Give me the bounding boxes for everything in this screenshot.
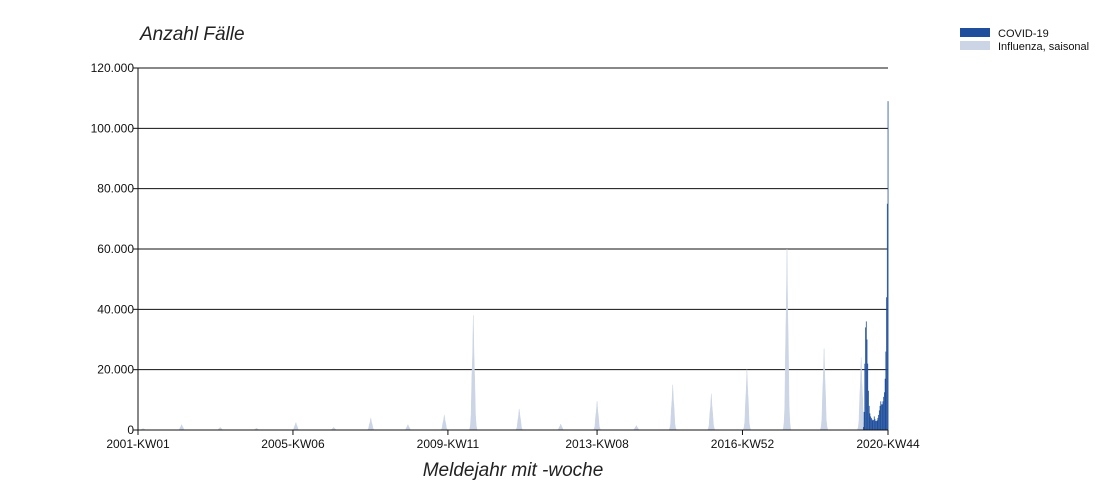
legend: COVID-19 Influenza, saisonal [960, 28, 1089, 53]
influenza-peak [291, 421, 301, 431]
series-covid [862, 101, 889, 431]
covid-bar [873, 416, 875, 430]
influenza-peak [403, 423, 413, 431]
covid-bar [866, 339, 868, 430]
x-tick-label: 2013-KW08 [565, 437, 629, 451]
covid-bar [887, 101, 889, 431]
covid-bar [884, 392, 885, 430]
covid-bar [876, 420, 877, 430]
influenza-peak [818, 348, 830, 431]
covid-bar [872, 420, 874, 430]
influenza-peak [632, 424, 641, 431]
covid-bar [862, 426, 864, 430]
influenza-peak [592, 401, 602, 431]
covid-bar [876, 420, 878, 430]
influenza-peak [177, 423, 186, 431]
covid-bar [878, 410, 880, 430]
y-tick-label: 60.000 [97, 242, 134, 256]
covid-bar [886, 297, 887, 430]
y-axis-title: Anzahl Fälle [139, 24, 245, 45]
y-tick-labels: 0 20.000 40.000 60.000 80.000 100.000 120.000 [91, 61, 135, 437]
covid-bar [881, 404, 883, 430]
covid-bar [884, 378, 886, 430]
covid-bar [874, 419, 876, 430]
legend-label-influenza: Influenza, saisonal [998, 41, 1089, 53]
covid-bar [870, 417, 872, 430]
covid-bar [883, 396, 885, 430]
x-tick-label: 2016-KW52 [711, 437, 775, 451]
y-tick-label: 0 [127, 423, 134, 437]
influenza-peak [782, 248, 792, 431]
x-tick-labels: 2001-KW01 2005-KW06 2009-KW11 2013-KW08 2016… [106, 430, 920, 451]
covid-bar [868, 390, 869, 430]
covid-bar [873, 420, 874, 430]
covid-bar [875, 420, 877, 430]
covid-bar [870, 416, 872, 430]
y-tick-label: 40.000 [97, 302, 134, 316]
y-tick-label: 120.000 [91, 61, 135, 75]
covid-bar [877, 417, 879, 430]
influenza-peak [439, 414, 449, 431]
gridlines [133, 67, 888, 431]
covid-bar [878, 414, 880, 430]
influenza-peak [706, 393, 716, 431]
legend-swatch-covid [960, 28, 990, 37]
y-tick-label: 100.000 [91, 121, 135, 135]
covid-bar [886, 203, 888, 430]
covid-bar [865, 321, 867, 430]
x-axis-title: Meldejahr mit -woche [423, 460, 604, 481]
influenza-peak [468, 315, 479, 431]
x-tick-label: 2005-KW06 [261, 437, 325, 451]
covid-bar [880, 401, 882, 430]
covid-bar [879, 405, 881, 430]
legend-label-covid: COVID-19 [998, 28, 1049, 40]
influenza-peak [742, 369, 752, 431]
y-tick-label: 80.000 [97, 182, 134, 196]
covid-bar [882, 401, 884, 430]
x-tick-label: 2020-KW44 [856, 437, 920, 451]
covid-bar [863, 411, 865, 430]
covid-bar [869, 413, 871, 430]
covid-bar [868, 405, 870, 430]
legend-swatch-influenza [960, 41, 990, 50]
x-tick-label: 2001-KW01 [106, 437, 170, 451]
covid-bar [864, 363, 866, 430]
covid-bar [871, 419, 873, 430]
y-tick-label: 20.000 [97, 363, 134, 377]
covid-bar [865, 327, 866, 430]
series-influenza [138, 248, 867, 431]
influenza-peak [514, 408, 524, 431]
covid-bar [881, 404, 882, 430]
covid-bar [885, 351, 887, 430]
x-tick-label: 2009-KW11 [417, 437, 480, 451]
influenza-peak [366, 417, 376, 431]
influenza-peak [556, 423, 565, 431]
covid-bar [867, 363, 869, 430]
influenza-peak [668, 384, 678, 431]
